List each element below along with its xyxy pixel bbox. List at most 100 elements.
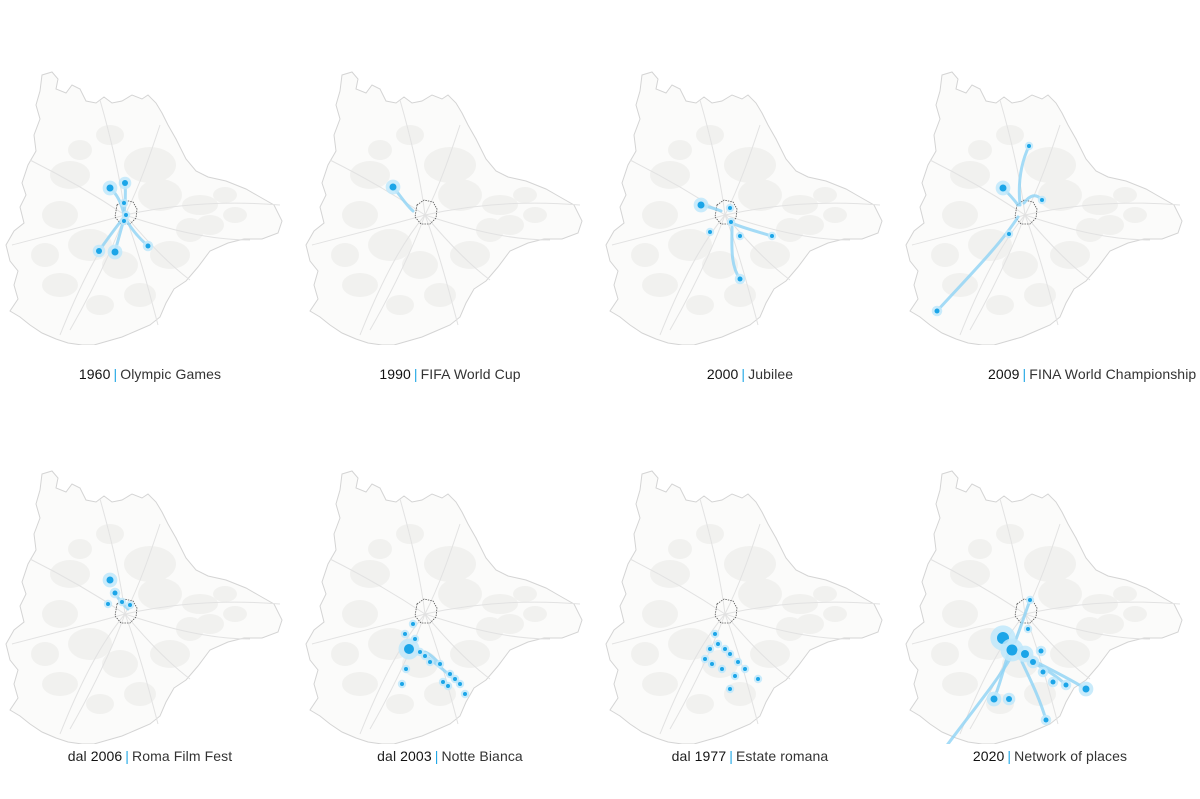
road-line — [424, 613, 491, 680]
caption-event-name: Jubilee — [748, 366, 794, 382]
urban-area — [331, 243, 359, 267]
place-marker — [1043, 717, 1049, 723]
place-marker — [720, 667, 724, 671]
urban-area — [750, 241, 790, 269]
place-marker — [733, 674, 737, 678]
place-marker — [428, 660, 432, 664]
road-line — [424, 202, 581, 216]
road-line — [369, 214, 426, 331]
caption-year: 2003 — [400, 748, 432, 764]
urban-area — [96, 125, 124, 145]
place-marker — [1040, 198, 1044, 202]
urban-area — [750, 640, 790, 668]
caption-event-name: Estate romana — [735, 748, 829, 764]
road-line — [669, 214, 726, 331]
caption-event-name: Roma Film Fest — [132, 748, 233, 764]
place-marker — [453, 677, 457, 681]
urban-area — [350, 161, 390, 189]
urban-area — [424, 147, 476, 183]
place-marker — [400, 682, 404, 686]
city-boundary — [5, 470, 283, 744]
urban-area — [396, 524, 424, 544]
urban-area — [513, 586, 537, 602]
road-line — [424, 613, 551, 640]
map-caption: 2000 | Jubilee — [600, 366, 900, 382]
road-line — [311, 214, 426, 246]
place-marker — [145, 243, 151, 249]
city-boundary — [905, 470, 1183, 744]
map-caption: 2020 | Network of places — [900, 748, 1200, 764]
place-marker — [1006, 644, 1018, 656]
caption-prefix: dal — [67, 748, 91, 764]
place-marker — [411, 622, 415, 626]
place-marker — [96, 248, 102, 254]
road-line — [399, 498, 426, 615]
urban-area — [450, 241, 490, 269]
city-boundary — [605, 71, 883, 345]
road-line — [611, 613, 726, 645]
road-line — [424, 214, 551, 241]
urban-area — [668, 140, 692, 160]
urban-area — [942, 672, 978, 696]
rome-map — [905, 71, 1183, 345]
caption-prefix: dal — [671, 748, 695, 764]
urban-area — [182, 594, 218, 614]
urban-area — [150, 241, 190, 269]
historic-center — [1014, 598, 1038, 624]
urban-area — [724, 283, 756, 307]
road-line — [669, 613, 726, 730]
flow-line — [1017, 144, 1031, 207]
city-boundary — [305, 470, 583, 744]
caption-separator: | — [434, 748, 439, 764]
place-marker — [124, 213, 128, 217]
road-line — [724, 202, 881, 216]
urban-area — [823, 606, 847, 622]
urban-area — [1082, 594, 1118, 614]
urban-area — [686, 295, 714, 315]
place-marker — [1040, 669, 1046, 675]
place-marker — [111, 248, 119, 256]
urban-area — [396, 125, 424, 145]
urban-area — [1024, 283, 1056, 307]
urban-area — [1113, 586, 1137, 602]
road-line — [359, 214, 426, 336]
urban-area — [724, 546, 776, 582]
rome-map — [605, 71, 883, 345]
caption-separator: | — [741, 366, 746, 382]
road-line — [929, 558, 1026, 615]
map-panel-notte-bianca: dal 2003 | Notte Bianca — [300, 399, 600, 798]
road-line — [29, 159, 126, 216]
urban-area — [1038, 578, 1082, 610]
place-marker — [1063, 682, 1069, 688]
road-line — [399, 99, 426, 216]
place-marker — [404, 667, 408, 671]
urban-area — [342, 600, 378, 628]
road-line — [124, 613, 251, 640]
place-marker — [448, 672, 452, 676]
urban-area — [331, 642, 359, 666]
road-line — [1024, 613, 1091, 680]
urban-area — [482, 195, 518, 215]
caption-event-name: FINA World Championship — [1029, 366, 1197, 382]
urban-area — [496, 614, 524, 634]
urban-area — [513, 187, 537, 203]
caption-year: 2000 — [706, 366, 739, 382]
urban-area — [823, 207, 847, 223]
place-marker — [413, 637, 417, 641]
urban-area — [650, 161, 690, 189]
urban-area — [86, 694, 114, 714]
place-marker — [418, 650, 422, 654]
urban-area — [68, 539, 92, 559]
urban-area — [642, 273, 678, 297]
city-boundary — [305, 71, 583, 345]
place-marker — [128, 603, 132, 607]
urban-area — [668, 229, 712, 261]
road-line — [124, 214, 191, 281]
urban-area — [342, 672, 378, 696]
place-marker — [934, 308, 940, 314]
place-marker — [716, 642, 720, 646]
urban-area — [631, 642, 659, 666]
road-line — [611, 214, 726, 246]
road-line — [1024, 601, 1181, 615]
road-line — [311, 613, 426, 645]
